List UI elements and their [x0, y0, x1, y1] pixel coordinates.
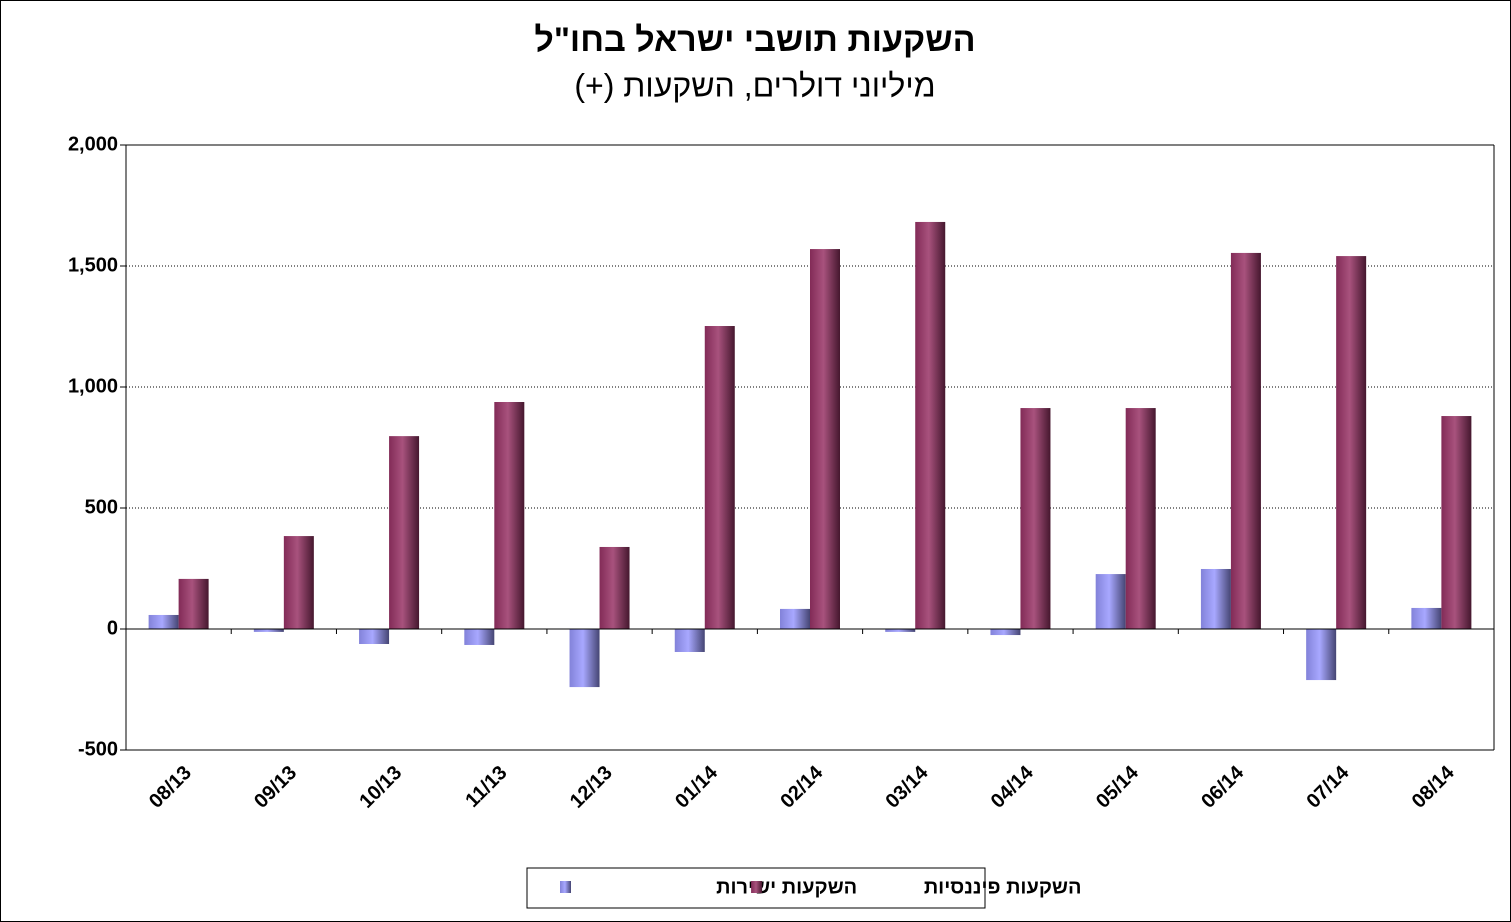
- legend-label: השקעות פיננסיות: [924, 876, 1082, 898]
- y-tick-label: 2,000: [68, 133, 118, 155]
- bar: [1095, 574, 1126, 629]
- bar: [704, 326, 735, 629]
- y-tick-label: 1,000: [68, 375, 118, 397]
- y-tick-label: 1,500: [68, 254, 118, 276]
- bar: [1336, 256, 1367, 629]
- bar: [569, 629, 600, 688]
- bar: [1411, 607, 1442, 629]
- y-tick-label: 500: [85, 496, 118, 518]
- bar: [148, 614, 179, 629]
- bar: [178, 578, 209, 629]
- bar: [464, 629, 495, 645]
- legend-swatch: [560, 881, 571, 893]
- bar: [1200, 568, 1231, 629]
- bar: [283, 536, 314, 629]
- chart-title: השקעות תושבי ישראל בחו"ל: [534, 21, 975, 59]
- bar: [915, 221, 946, 629]
- y-tick-label: 0: [107, 617, 118, 639]
- legend-label: השקעות ישירות: [716, 876, 857, 898]
- bar: [359, 629, 390, 645]
- legend-swatch: [751, 881, 763, 893]
- bar: [1230, 252, 1261, 629]
- bar: [1306, 629, 1337, 681]
- bar: [1441, 416, 1472, 629]
- bar: [494, 402, 525, 629]
- bar: [1020, 408, 1051, 629]
- bar: [599, 546, 630, 629]
- bar: [1125, 408, 1156, 629]
- bar: [810, 249, 840, 629]
- bar: [253, 629, 284, 632]
- y-tick-label: -500: [78, 738, 118, 760]
- bar: [990, 629, 1021, 636]
- chart-subtitle: מיליוני דולרים, השקעות (+): [574, 67, 935, 103]
- bar: [389, 436, 420, 629]
- bar: [885, 629, 916, 632]
- bar: [780, 608, 810, 629]
- bar: [674, 629, 705, 652]
